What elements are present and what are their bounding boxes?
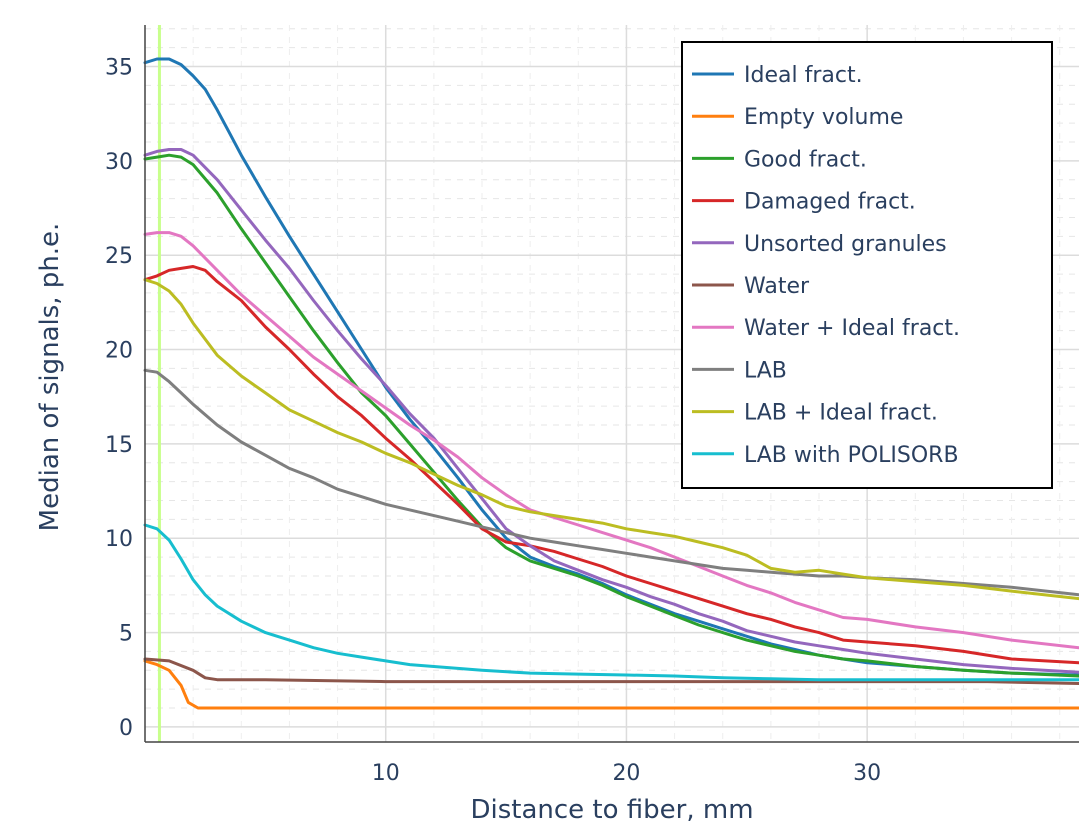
y-tick-label: 5	[119, 622, 133, 647]
legend-label: Unsorted granules	[744, 232, 947, 257]
legend-label: LAB + Ideal fract.	[744, 401, 938, 426]
y-tick-label: 0	[119, 716, 133, 741]
series-line	[143, 659, 1079, 710]
x-tick-labels: 10 20 30	[372, 761, 881, 786]
y-tick-labels: 0 5 10 15 20 25 30 35	[105, 56, 133, 741]
series-line	[143, 278, 1079, 601]
legend-label: Empty volume	[744, 105, 903, 130]
series-lines	[143, 57, 1079, 710]
y-tick-label: 25	[105, 244, 133, 269]
y-axis-title: Median of signals, ph.e.	[35, 223, 65, 532]
legend-label: Water	[744, 274, 810, 299]
x-tick-label: 10	[372, 761, 400, 786]
legend-label: Water + Ideal fract.	[744, 316, 960, 341]
legend-label: LAB with POLISORB	[744, 443, 959, 468]
legend-label: Damaged fract.	[744, 190, 916, 215]
legend-label: Ideal fract.	[744, 63, 863, 88]
y-tick-label: 15	[105, 433, 133, 458]
series-line	[143, 231, 1079, 650]
y-tick-label: 35	[105, 56, 133, 81]
series-line	[143, 523, 1079, 682]
series-line	[143, 148, 1079, 674]
x-axis-title: Distance to fiber, mm	[470, 795, 753, 825]
legend-label: Good fract.	[744, 147, 867, 172]
y-tick-label: 10	[105, 527, 133, 552]
y-tick-label: 30	[105, 150, 133, 175]
series-line	[143, 368, 1079, 597]
y-tick-label: 20	[105, 339, 133, 364]
legend-label: LAB	[744, 358, 787, 383]
x-tick-label: 20	[612, 761, 640, 786]
series-line	[143, 265, 1079, 665]
series-line	[143, 657, 1079, 685]
axes	[144, 25, 1079, 743]
legend-box	[681, 41, 1053, 489]
series-line	[143, 153, 1079, 678]
legend: Ideal fract. Empty volume Good fract. Damag…	[681, 41, 1053, 489]
x-tick-label: 30	[853, 761, 881, 786]
